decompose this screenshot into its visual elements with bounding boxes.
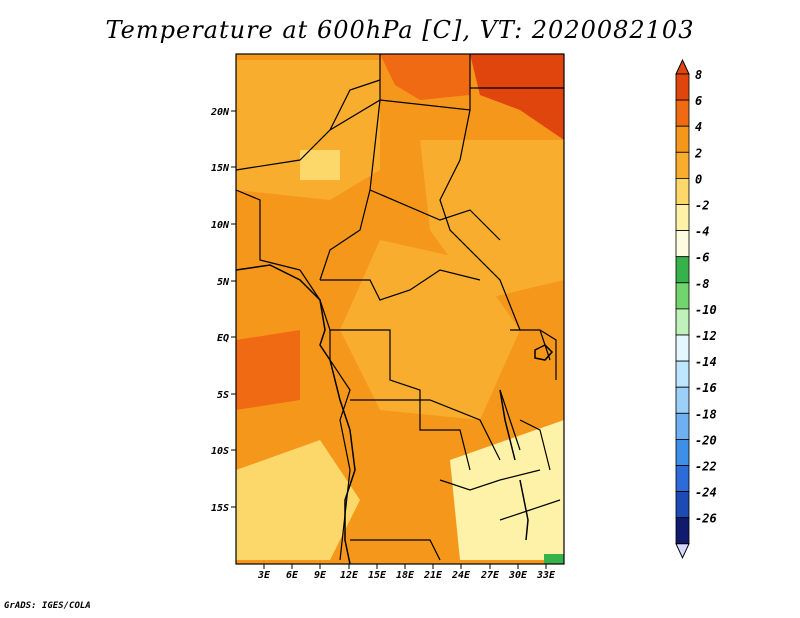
y-tick-label: 20N <box>210 107 230 118</box>
map-frame <box>235 53 565 565</box>
colorbar-label: 0 <box>695 172 702 186</box>
colorbar-swatch <box>675 334 690 362</box>
colorbar-swatch <box>675 204 690 232</box>
y-tick-label: 15N <box>211 163 230 174</box>
x-tick-label: 21E <box>423 570 443 581</box>
colorbar-label: 8 <box>695 68 702 82</box>
colorbar-label: 2 <box>694 146 702 160</box>
y-axis-ticks <box>231 110 236 508</box>
colorbar-swatch <box>675 99 690 127</box>
colorbar-swatch <box>675 360 690 388</box>
y-tick-label: EQ <box>217 333 229 344</box>
x-tick-label: 30E <box>508 570 528 581</box>
colorbar-swatch <box>675 230 690 258</box>
colorbar-label: -2 <box>695 199 709 213</box>
colorbar-swatch <box>675 438 690 466</box>
colorbar-swatch <box>675 282 690 310</box>
colorbar-swatch <box>675 125 690 153</box>
colorbar-swatch <box>675 491 690 519</box>
y-tick-label: 15S <box>211 503 229 514</box>
colorbar-swatch <box>675 412 690 440</box>
x-tick-label: 27E <box>480 570 500 581</box>
y-tick-label: 5N <box>217 277 230 288</box>
colorbar-label: -10 <box>695 303 717 317</box>
colorbar-swatch <box>675 308 690 336</box>
y-axis-labels: 20N 15N 10N 5N EQ 5S 10S 15S <box>210 107 230 514</box>
colorbar-swatch <box>675 517 690 545</box>
coastline <box>235 264 554 565</box>
y-tick-label: 10N <box>211 220 230 231</box>
colorbar-label: -8 <box>695 277 709 291</box>
colorbar-swatch <box>675 73 690 101</box>
colorbar-label: -20 <box>695 433 717 447</box>
colorbar-label: -12 <box>695 329 717 343</box>
colorbar-swatch <box>675 256 690 284</box>
colorbar-swatch <box>675 151 690 179</box>
colorbar: 8 6 4 2 0 -2 -4 -6 -8 -10 -12 -14 -16 -18 -20 -22 -24 -26 <box>675 58 717 559</box>
temperature-field <box>236 54 564 564</box>
x-axis-ticks <box>263 564 547 569</box>
x-tick-label: 9E <box>314 570 327 581</box>
x-tick-label: 24E <box>451 570 471 581</box>
colorbar-label: -24 <box>695 486 717 500</box>
colorbar-label: -26 <box>695 512 717 526</box>
colorbar-top-triangle <box>675 58 690 75</box>
x-tick-label: 18E <box>396 570 415 581</box>
footer-credit: GrADS: IGES/COLA <box>4 601 91 611</box>
colorbar-label: 6 <box>695 94 702 108</box>
colorbar-label: -22 <box>695 460 717 474</box>
x-tick-label: 3E <box>257 570 271 581</box>
x-tick-label: 12E <box>340 570 359 581</box>
colorbar-label: -14 <box>695 355 717 369</box>
colorbar-label: -6 <box>695 251 709 265</box>
colorbar-label: 4 <box>695 120 702 134</box>
colorbar-swatch <box>675 465 690 493</box>
colorbar-label: -18 <box>695 407 717 421</box>
x-tick-label: 15E <box>368 570 387 581</box>
y-tick-label: 5S <box>217 390 229 401</box>
colorbar-swatch <box>675 386 690 414</box>
chart-title: Temperature at 600hPa [C], VT: 202008210… <box>105 16 695 44</box>
y-tick-label: 10S <box>211 446 229 457</box>
country-borders <box>235 54 564 561</box>
colorbar-swatch <box>675 177 690 205</box>
colorbar-label: -16 <box>695 381 717 395</box>
x-axis-labels: 3E 6E 9E 12E 15E 18E 21E 24E 27E 30E 33E <box>257 570 556 581</box>
x-tick-label: 6E <box>286 570 299 581</box>
x-tick-label: 33E <box>536 570 556 581</box>
colorbar-bottom-triangle <box>675 543 690 559</box>
colorbar-label: -4 <box>695 225 709 239</box>
